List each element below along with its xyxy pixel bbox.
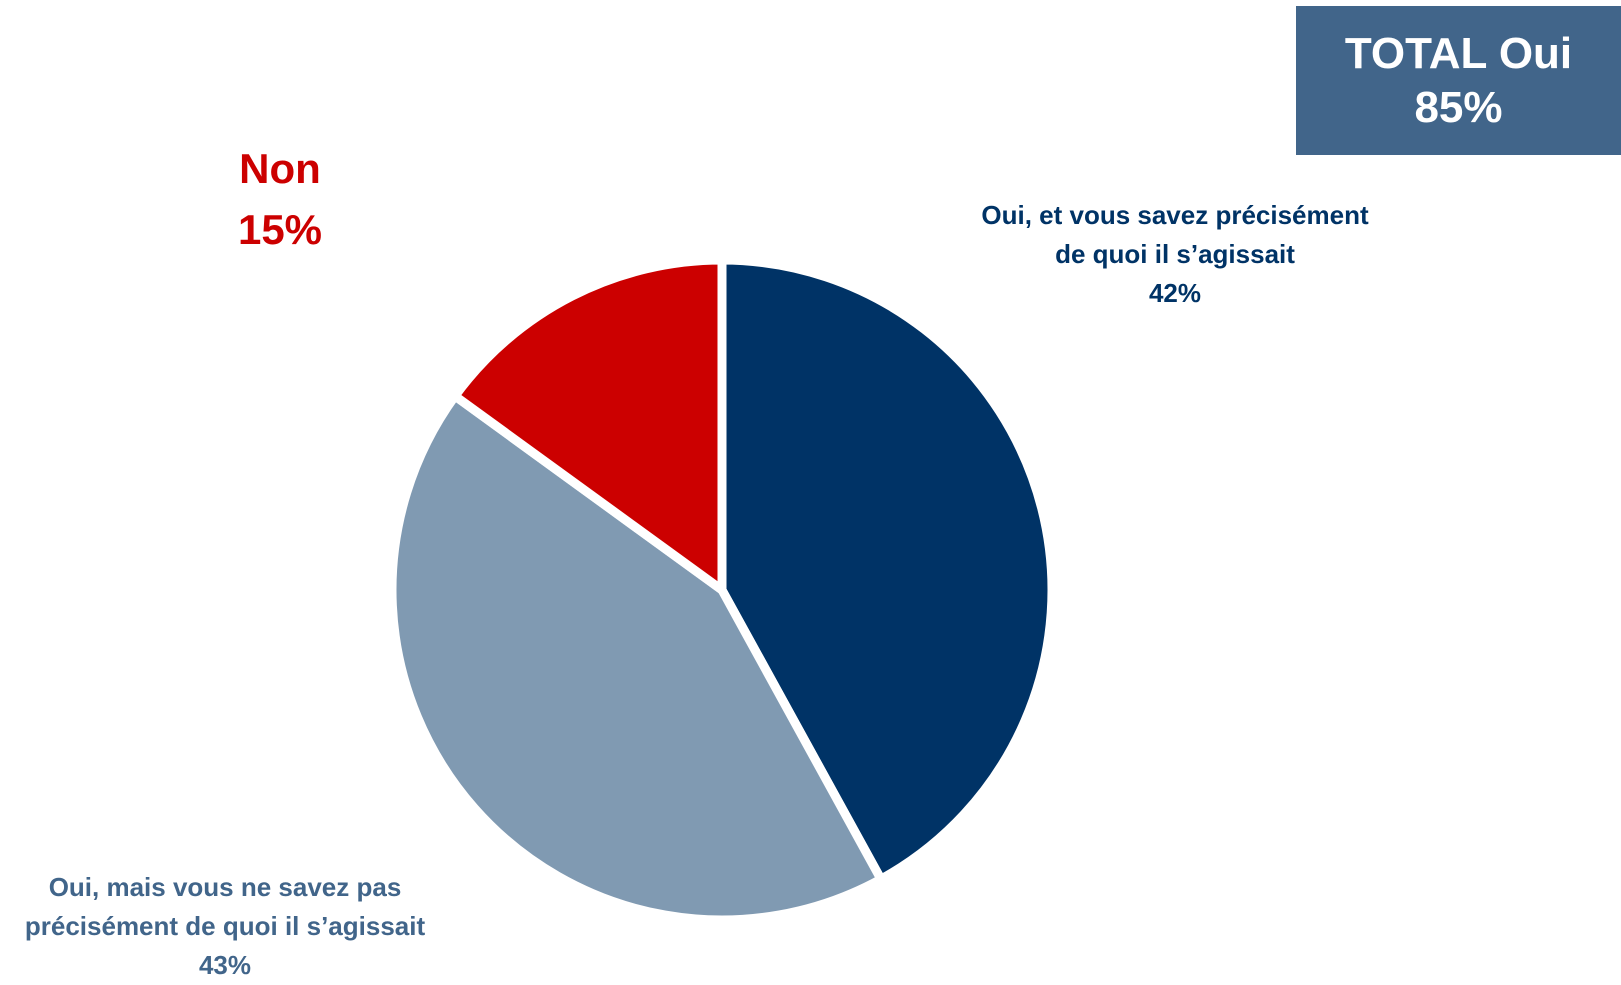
slice-label-non-text: Non bbox=[239, 145, 321, 192]
pie-slices bbox=[387, 255, 1057, 925]
slice-label-oui-precis-value: 42% bbox=[1148, 278, 1202, 308]
slice-label-oui-pas-precis-line2: précisément de quoi il s’agissait bbox=[24, 911, 426, 941]
slice-label-oui-pas-precis-line1: Oui, mais vous ne savez pas bbox=[48, 872, 402, 902]
total-oui-box: TOTAL Oui 85% bbox=[1296, 6, 1621, 155]
slice-non bbox=[448, 255, 727, 599]
slice-label-oui-precis: Oui, et vous savez précisément de quoi i… bbox=[940, 196, 1410, 313]
total-oui-value: 85% bbox=[1414, 82, 1503, 132]
slice-label-non-value: 15% bbox=[237, 206, 323, 253]
slice-oui-precis bbox=[717, 255, 1057, 886]
slice-label-oui-precis-line1: Oui, et vous savez précisément bbox=[981, 200, 1369, 230]
slice-label-non: Non 15% bbox=[180, 138, 380, 260]
slice-oui-pas-precis bbox=[387, 389, 888, 925]
slice-label-oui-precis-line2: de quoi il s’agissait bbox=[1055, 239, 1295, 269]
slice-label-oui-pas-precis: Oui, mais vous ne savez pas précisément … bbox=[0, 868, 450, 985]
slice-label-oui-pas-precis-value: 43% bbox=[198, 950, 252, 980]
total-oui-label: TOTAL Oui bbox=[1344, 28, 1573, 78]
